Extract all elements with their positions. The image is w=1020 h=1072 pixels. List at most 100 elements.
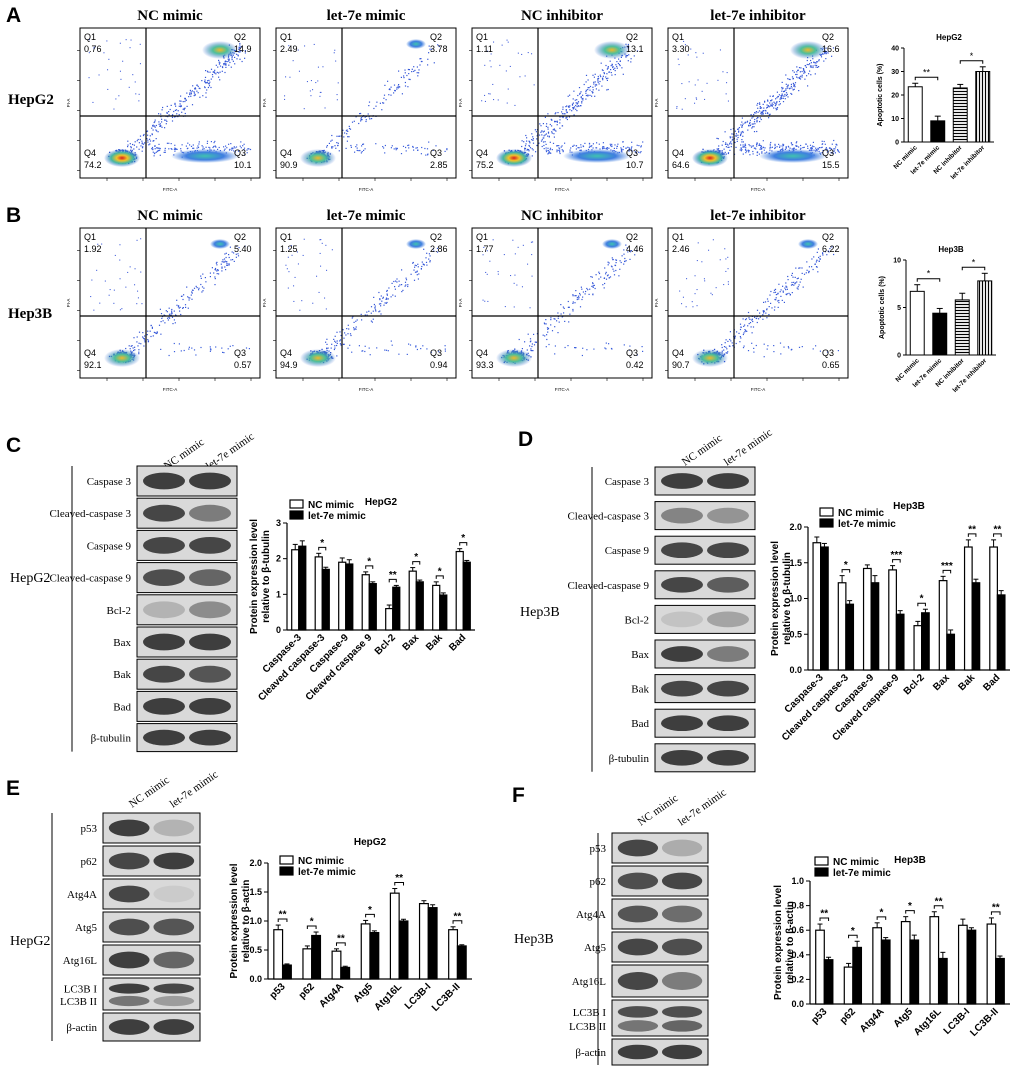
flow-q1-label: Q1 — [672, 32, 684, 42]
flow-dot — [762, 113, 764, 115]
flow-dot — [248, 148, 250, 150]
flow-dot — [831, 246, 833, 248]
flow-dot — [149, 143, 151, 145]
flow-dot — [629, 148, 631, 150]
flow-q2-value: 3.78 — [430, 44, 448, 54]
flow-hotspot-q4 — [104, 349, 140, 367]
flow-dot — [760, 148, 763, 150]
flow-dot — [157, 131, 159, 133]
flow-dot — [607, 264, 609, 266]
flow-q4-label: Q4 — [476, 148, 488, 158]
flow-dot — [547, 126, 549, 128]
flow-dot — [219, 65, 222, 67]
flow-dot — [531, 343, 533, 345]
flow-q4-value: 93.3 — [476, 360, 494, 370]
flow-dot — [164, 147, 166, 149]
flow-dot — [598, 278, 600, 280]
flow-dot — [769, 95, 771, 97]
flow-hotspot-q4 — [104, 149, 140, 167]
flow-dot — [229, 61, 231, 64]
flow-dot — [361, 151, 363, 153]
flow-dot — [559, 119, 561, 121]
flow-dot — [205, 82, 208, 84]
flow-dot — [783, 301, 785, 303]
flow-dot — [790, 85, 792, 87]
flow-dot — [159, 123, 161, 125]
flow-dot — [129, 266, 131, 268]
flow-dot — [187, 307, 189, 309]
flow-dot — [615, 262, 617, 264]
flow-dot — [818, 256, 820, 259]
flow-dot — [603, 287, 605, 289]
flow-dot — [156, 147, 158, 149]
flow-dot — [214, 69, 216, 71]
flow-dot — [398, 84, 400, 86]
flow-dot — [746, 121, 748, 123]
flow-dot — [562, 306, 564, 308]
flow-dot — [818, 150, 820, 152]
flow-dot — [580, 105, 582, 107]
flow-dot — [218, 76, 220, 78]
flow-dot — [93, 47, 95, 49]
flow-dot — [809, 70, 811, 72]
flow-dot — [529, 338, 532, 340]
flow-dot — [237, 253, 239, 255]
flow-dot — [776, 146, 778, 148]
flow-dot — [812, 145, 814, 147]
flow-dot — [755, 111, 757, 113]
flow-dot — [727, 256, 729, 258]
flow-dot — [360, 117, 362, 119]
flow-dot — [228, 58, 230, 60]
flow-dot — [184, 97, 186, 100]
flow-dot — [756, 130, 758, 133]
flow-dot — [789, 147, 791, 149]
flow-dot — [133, 144, 135, 146]
flow-dot — [616, 61, 618, 63]
flow-dot — [708, 249, 710, 251]
flow-dot — [396, 278, 398, 280]
flow-dot — [721, 350, 723, 352]
flow-dot — [767, 105, 769, 107]
flow-hotspot-q2 — [406, 39, 426, 49]
flow-dot — [524, 149, 526, 151]
flow-dot — [427, 153, 429, 155]
flow-dot — [324, 297, 326, 299]
flow-dot — [775, 107, 777, 109]
flow-dot — [610, 72, 612, 74]
flow-dot — [787, 279, 789, 281]
flow-dot — [176, 148, 178, 150]
flow-dot — [818, 59, 820, 61]
flow-dot — [334, 49, 336, 51]
flow-dot — [418, 72, 420, 74]
flow-dot — [614, 144, 616, 146]
flow-dot — [627, 43, 629, 46]
flow-dot — [803, 69, 805, 71]
flow-dot — [109, 289, 111, 291]
flow-dot — [591, 285, 593, 287]
flow-dot — [530, 349, 532, 352]
flow-dot — [774, 291, 777, 293]
flow-dot — [517, 246, 519, 248]
flow-dot — [748, 323, 750, 325]
flow-dot — [681, 303, 683, 305]
flow-dot — [337, 82, 339, 84]
flow-dot — [769, 143, 771, 145]
flow-dot — [240, 46, 242, 48]
flow-dot — [208, 146, 210, 148]
flow-dot — [746, 330, 748, 332]
flow-dot — [566, 116, 568, 118]
flow-dot — [336, 99, 338, 101]
flow-dot — [623, 253, 625, 255]
flow-dot — [772, 104, 774, 106]
flow-dot — [545, 147, 547, 149]
flow-dot — [785, 146, 787, 148]
flow-dot — [201, 286, 204, 288]
flow-dot — [342, 329, 344, 331]
flow-dot — [827, 250, 829, 252]
flow-dot — [375, 143, 377, 145]
flow-dot — [383, 304, 385, 306]
flow-dot — [606, 68, 608, 70]
flow-dot — [353, 327, 355, 329]
flow-dot — [94, 46, 96, 48]
flow-dot — [620, 261, 622, 264]
